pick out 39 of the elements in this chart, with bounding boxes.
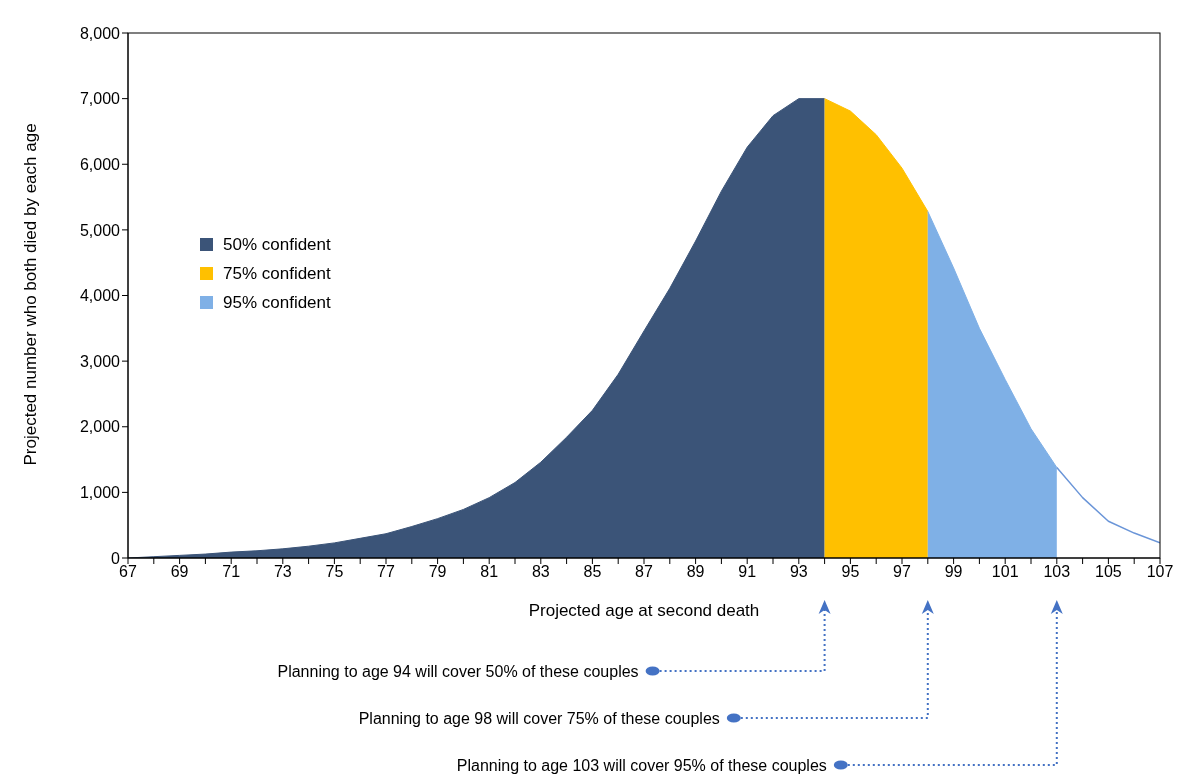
legend-label: 50% confident (223, 234, 331, 256)
y-tick-label: 1,000 (79, 484, 121, 502)
x-tick-label: 97 (893, 563, 911, 581)
x-tick-label: 87 (635, 563, 653, 581)
y-tick-label: 0 (111, 549, 121, 567)
x-tick-label: 81 (480, 563, 499, 581)
text: Planning to age 103 will cover 95% of these couples (456, 757, 827, 774)
x-tick-label: 89 (686, 563, 705, 581)
y-tick-label: 6,000 (79, 155, 121, 173)
line-series (1056, 466, 1160, 544)
x-tick-label: 91 (738, 563, 757, 581)
y-tick-label: 5,000 (79, 221, 121, 239)
x-axis-title: Projected age at second death (528, 601, 760, 620)
y-tick-label: 2,000 (79, 418, 121, 436)
x-tick-label: 83 (531, 563, 550, 581)
y-axis-title: Projected number who both died by each age (21, 123, 41, 466)
x-tick-label: 107 (1146, 563, 1174, 581)
y-tick-label: 8,000 (79, 24, 121, 42)
x-tick-label: 85 (583, 563, 602, 581)
x-tick-label: 71 (222, 563, 241, 581)
legend-label: 95% confident (223, 292, 331, 314)
y-tick-label: 3,000 (79, 352, 121, 370)
x-tick-label: 103 (1043, 563, 1071, 581)
x-tick-label: 101 (991, 563, 1019, 581)
x-tick-label: 79 (428, 563, 447, 581)
x-tick-label: 73 (273, 563, 292, 581)
y-tick-label: 4,000 (79, 287, 121, 305)
y-tick-label: 7,000 (79, 90, 121, 108)
x-tick-label: 69 (170, 563, 189, 581)
legend-label: 75% confident (223, 263, 331, 285)
text: Planning to age 94 will cover 50% of these couples (277, 663, 639, 680)
x-tick-label: 75 (325, 563, 344, 581)
x-tick-label: 95 (841, 563, 860, 581)
x-tick-label: 99 (944, 563, 963, 581)
x-tick-label: 67 (119, 563, 137, 581)
x-tick-label: 77 (377, 563, 395, 581)
x-tick-label: 93 (789, 563, 808, 581)
x-tick-label: 105 (1095, 563, 1122, 581)
text: Planning to age 98 will cover 75% of these couples (358, 710, 720, 727)
